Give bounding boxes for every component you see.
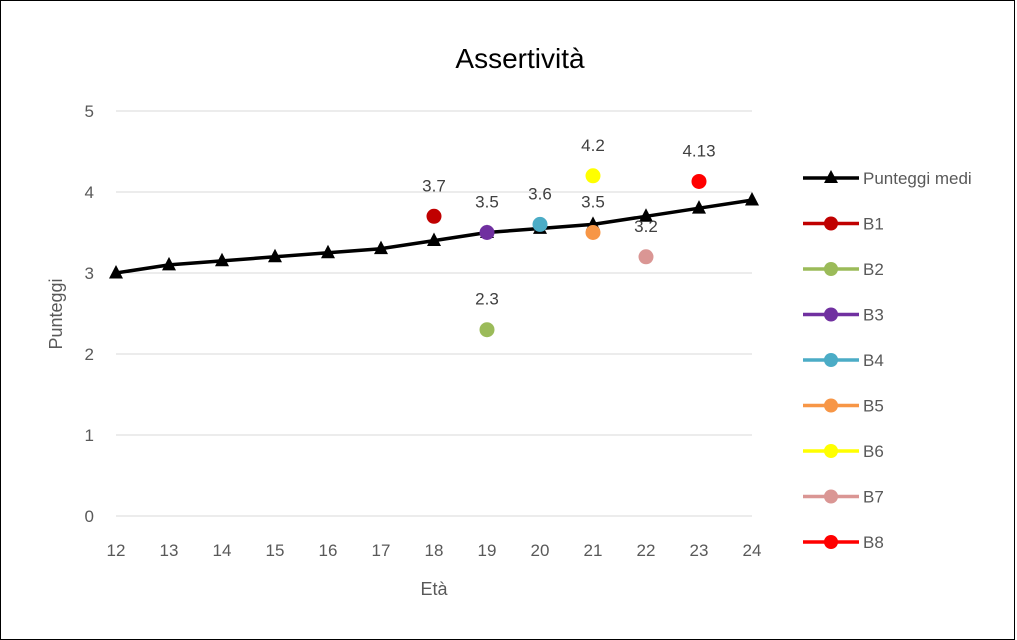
x-tick-label: 18	[425, 541, 444, 560]
legend-label: B4	[863, 351, 884, 370]
data-label: 4.2	[581, 136, 605, 155]
x-tick-label: 24	[743, 541, 762, 560]
x-tick-label: 13	[160, 541, 179, 560]
series-b1	[426, 208, 442, 224]
y-axis-title: Punteggi	[46, 278, 66, 349]
legend-item: B1	[803, 215, 884, 234]
data-point-circle	[479, 225, 495, 240]
y-tick-labels: 0 1 2 3 4 5	[85, 102, 94, 526]
legend-marker	[824, 216, 838, 231]
y-tick-label: 0	[85, 507, 94, 526]
legend-marker	[824, 489, 838, 504]
x-tick-label: 14	[213, 541, 232, 560]
legend-marker	[824, 535, 838, 549]
y-tick-label: 2	[85, 345, 94, 364]
x-tick-label: 22	[637, 541, 656, 560]
x-tick-label: 19	[478, 541, 497, 560]
data-point-triangle	[745, 192, 759, 206]
data-label: 4.13	[682, 141, 715, 160]
data-label: 3.2	[634, 217, 658, 236]
series-b3	[479, 225, 495, 240]
data-point-triangle	[692, 200, 706, 214]
x-tick-label: 15	[266, 541, 285, 560]
legend-label: B5	[863, 397, 884, 416]
data-point-circle	[638, 249, 654, 265]
x-tick-label: 17	[372, 541, 391, 560]
x-tick-label: 21	[584, 541, 603, 560]
data-point-triangle	[268, 248, 282, 263]
x-tick-label: 20	[531, 541, 550, 560]
data-point-triangle	[215, 252, 229, 267]
series-punteggi-medi	[109, 192, 759, 279]
legend-item: B7	[803, 488, 884, 507]
data-point-triangle	[162, 256, 176, 271]
data-label: 3.5	[581, 193, 605, 212]
data-point-triangle	[639, 208, 653, 222]
legend-marker	[824, 398, 838, 413]
y-tick-label: 3	[85, 264, 94, 283]
y-tick-label: 4	[85, 183, 94, 202]
x-tick-label: 23	[690, 541, 709, 560]
data-label: 3.6	[528, 184, 552, 203]
series-b7	[638, 249, 654, 265]
series-b5	[585, 225, 601, 240]
legend-item: B3	[803, 306, 884, 325]
data-point-circle	[426, 208, 442, 224]
legend-label: B7	[863, 488, 884, 507]
chart-title: Assertività	[455, 43, 585, 74]
y-tick-label: 1	[85, 426, 94, 445]
legend-label: B8	[863, 533, 884, 552]
legend-marker	[824, 170, 838, 183]
legend-item: B2	[803, 260, 884, 279]
legend-marker	[824, 307, 838, 322]
series-b4	[532, 216, 548, 232]
data-point-triangle	[321, 244, 335, 259]
legend-item: B4	[803, 351, 884, 370]
legend-item: B6	[803, 442, 884, 461]
series-b8	[691, 173, 707, 189]
data-point-triangle	[109, 264, 123, 279]
x-tick-labels: 12 13 14 15 16 17 18 19 20 21 22 23 24	[107, 541, 762, 560]
legend-label: Punteggi medi	[863, 169, 972, 188]
data-point-triangle	[427, 232, 441, 247]
legend-label: B1	[863, 215, 884, 234]
legend-item: Punteggi medi	[803, 169, 972, 188]
y-tick-label: 5	[85, 102, 94, 121]
legend-marker	[824, 444, 838, 458]
legend-label: B3	[863, 306, 884, 325]
legend-marker	[824, 353, 838, 367]
legend-item: B5	[803, 397, 884, 416]
data-point-circle	[585, 225, 601, 240]
x-axis-title: Età	[420, 579, 448, 599]
legend-label: B2	[863, 260, 884, 279]
legend: Punteggi medi B1 B2 B3 B4 B5 B6 B7 B8	[803, 169, 972, 552]
data-labels: 3.7 2.3 3.5 3.6 3.5 4.2 3.2 4.13	[422, 136, 715, 309]
data-label: 2.3	[475, 290, 499, 309]
gridlines	[116, 110, 752, 517]
legend-item: B8	[803, 533, 884, 552]
series-b6	[585, 168, 601, 184]
x-tick-label: 16	[319, 541, 338, 560]
data-point-circle	[479, 322, 495, 338]
data-point-circle	[532, 216, 548, 232]
data-point-circle	[585, 168, 601, 184]
data-point-circle	[691, 173, 707, 189]
legend-label: B6	[863, 442, 884, 461]
plot-series	[109, 168, 759, 338]
x-tick-label: 12	[107, 541, 126, 560]
data-label: 3.7	[422, 176, 446, 195]
data-point-triangle	[374, 240, 388, 255]
series-b2	[479, 322, 495, 338]
legend-marker	[824, 262, 838, 276]
data-label: 3.5	[475, 193, 499, 212]
